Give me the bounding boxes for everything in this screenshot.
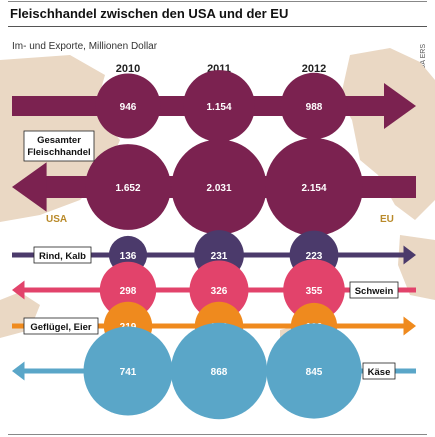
series-6-value-2010: 741 [120, 367, 137, 378]
series-1-value-2010: 946 [120, 102, 137, 113]
year-label-2010: 2010 [116, 63, 140, 75]
series-pork-label-box [349, 281, 399, 299]
series-6-bubble-2012 [266, 323, 362, 419]
series-beef-label-box [33, 246, 92, 264]
series-2-value-2012: 2.154 [301, 183, 326, 194]
map-label-eu: EU [380, 214, 394, 225]
series-3-value-2012: 223 [306, 251, 323, 262]
series-1-arrow-head [384, 83, 416, 129]
series-6-value-2011: 868 [211, 367, 228, 378]
series-4-value-2012: 355 [306, 286, 323, 297]
series-poultry-label-text-1: Geflügel, Eier [30, 322, 92, 333]
series-cheese-label-text-1: Käse [368, 367, 391, 378]
series-total-label-box [23, 130, 95, 162]
title-rule [8, 26, 427, 27]
series-total-label-text-1: Gesamter [37, 135, 81, 146]
chart-title: Fleischhandel zwischen den USA und der E… [10, 6, 289, 21]
series-2-value-2011: 2.031 [206, 183, 231, 194]
bottom-rule [8, 434, 427, 435]
series-6-arrow-head [12, 361, 25, 381]
series-1-bubble-2012 [280, 72, 348, 140]
series-6-bubble-2011 [170, 322, 268, 420]
series-4-value-2010: 298 [120, 286, 137, 297]
series-3-arrow-head [403, 245, 416, 265]
series-1-bubble-2010 [95, 73, 161, 139]
series-3-value-2010: 136 [120, 251, 137, 262]
series-pork-label-text-1: Schwein [355, 286, 394, 297]
series-4-bubble-2010 [99, 261, 157, 319]
series-1-value-2011: 1.154 [206, 102, 231, 113]
series-2-value-2010: 1.652 [115, 183, 140, 194]
year-label-2012: 2012 [302, 63, 326, 75]
series-6-bubble-2010 [83, 326, 173, 416]
series-4-value-2011: 326 [211, 286, 228, 297]
series-cheese-label-box [362, 362, 396, 380]
series-beef-label-text-1: Rind, Kalb [39, 251, 86, 262]
series-5-arrow-head [403, 316, 416, 336]
series-3-value-2011: 231 [211, 251, 228, 262]
chart-subtitle: Im- und Exporte, Millionen Dollar [12, 41, 158, 52]
map-label-usa: USA [46, 214, 67, 225]
series-6-value-2012: 845 [306, 367, 323, 378]
series-poultry-label-box [23, 317, 99, 335]
series-2-arrow-head [12, 162, 47, 212]
series-4-bubble-2012 [283, 259, 345, 321]
series-2-bubble-2010 [85, 144, 171, 230]
series-2-bubble-2011 [171, 139, 267, 235]
series-total-label-text-2: Fleischhandel [27, 147, 90, 158]
series-2-bubble-2012 [265, 138, 363, 236]
series-1-bubble-2011 [183, 70, 255, 142]
series-1-value-2012: 988 [306, 102, 323, 113]
series-4-arrow-head [12, 280, 25, 300]
series-4-bubble-2011 [189, 260, 249, 320]
top-rule [8, 1, 427, 2]
